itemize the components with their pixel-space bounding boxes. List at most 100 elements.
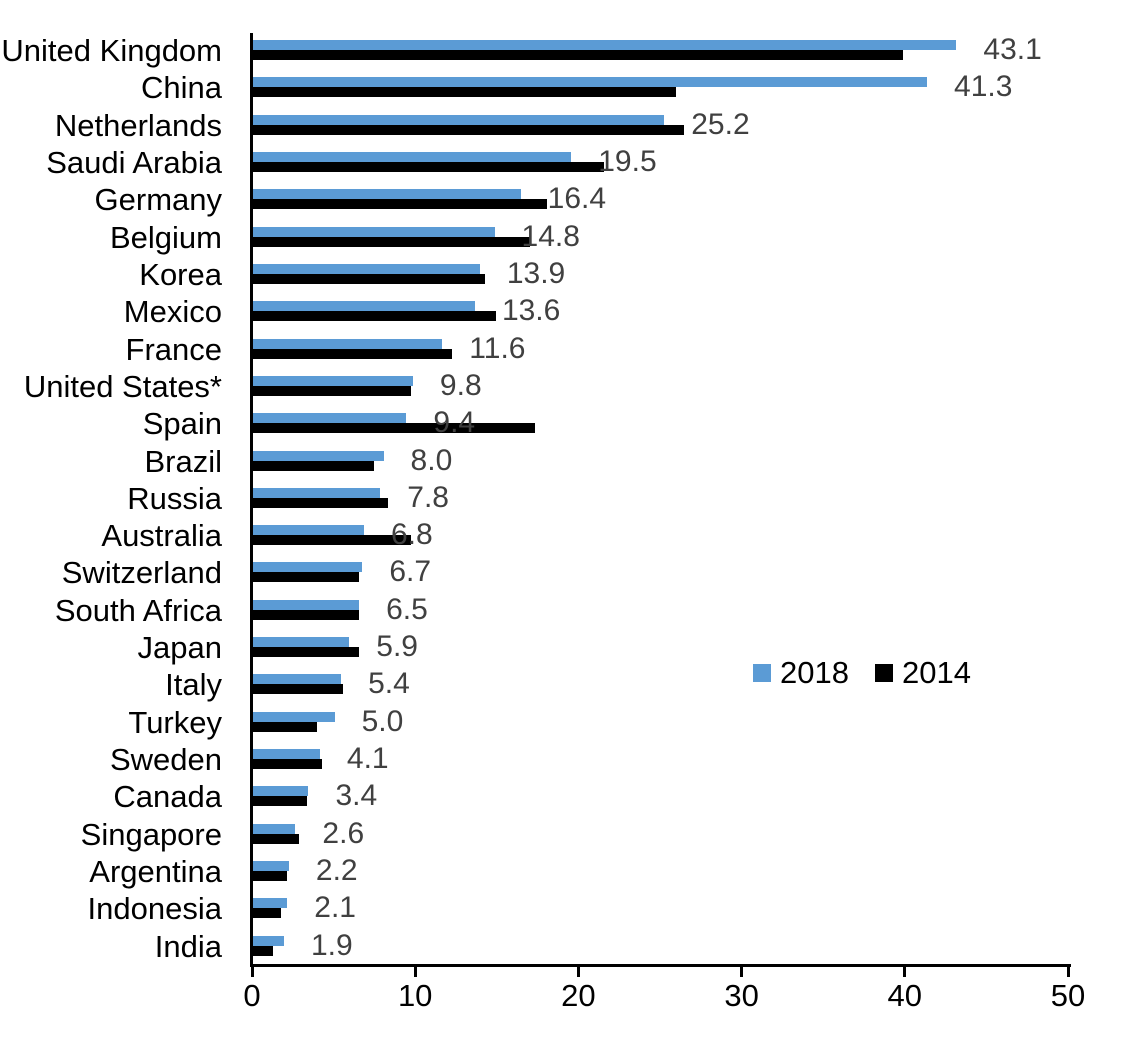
bar-2014 xyxy=(253,497,389,508)
bar-2018 xyxy=(253,226,495,237)
category-label: Belgium xyxy=(110,219,222,255)
category-label: Switzerland xyxy=(61,555,222,591)
value-label: 16.4 xyxy=(547,182,607,216)
bar-2014 xyxy=(253,609,360,620)
bar-2014 xyxy=(253,647,360,658)
bar-2018 xyxy=(253,562,363,573)
bar-2018 xyxy=(253,525,364,536)
bar-2014 xyxy=(253,199,547,210)
value-label: 25.2 xyxy=(691,107,750,141)
category-label: Canada xyxy=(113,779,222,815)
value-label: 5.9 xyxy=(376,630,418,664)
value-label: 41.3 xyxy=(954,70,1013,104)
bar-2018 xyxy=(253,786,309,797)
value-label: 5.4 xyxy=(368,667,410,701)
value-label: 13.9 xyxy=(506,256,566,290)
bar-2014 xyxy=(253,759,322,770)
category-label: United States* xyxy=(23,368,222,404)
value-label: 11.6 xyxy=(469,331,526,365)
bar-2014 xyxy=(253,423,536,434)
value-label: 2.1 xyxy=(314,891,356,925)
y-axis-line xyxy=(250,33,253,967)
category-label: Japan xyxy=(137,630,222,666)
bar-2014 xyxy=(253,87,676,98)
value-label: 2.6 xyxy=(322,816,365,850)
bar-2018 xyxy=(253,375,413,386)
x-axis-tick-label: 50 xyxy=(1050,978,1086,1013)
legend-label-2018: 2018 xyxy=(780,655,849,690)
category-label: Australia xyxy=(101,518,222,554)
x-axis-tick xyxy=(903,967,907,977)
bar-2014 xyxy=(253,311,497,322)
category-label: Korea xyxy=(139,256,222,292)
bar-2018 xyxy=(253,338,443,349)
category-label: South Africa xyxy=(54,592,222,628)
bar-2018 xyxy=(253,637,350,648)
value-label: 6.8 xyxy=(390,518,433,552)
bar-2014 xyxy=(253,833,299,844)
category-label: Mexico xyxy=(123,294,222,330)
value-label: 13.6 xyxy=(501,294,561,328)
category-label: Italy xyxy=(165,667,222,703)
value-label: 1.9 xyxy=(311,928,353,962)
value-label: 9.4 xyxy=(433,406,476,440)
value-label: 9.8 xyxy=(439,368,482,402)
bar-2018 xyxy=(253,263,480,274)
bar-2014 xyxy=(253,908,281,919)
category-label: Saudi Arabia xyxy=(46,144,222,180)
x-axis-tick-label: 10 xyxy=(397,978,433,1013)
bar-2014 xyxy=(253,721,317,732)
bar-2018 xyxy=(253,450,384,461)
x-axis-line xyxy=(250,964,1071,967)
legend-item-2018: 2018 xyxy=(753,656,849,690)
category-label: Spain xyxy=(142,406,222,442)
category-label: Turkey xyxy=(128,704,222,740)
bar-2018 xyxy=(253,599,360,610)
x-axis-tick-label: 0 xyxy=(243,978,261,1013)
value-label: 3.4 xyxy=(335,779,378,813)
bar-2018 xyxy=(253,898,288,909)
category-label: Germany xyxy=(94,182,222,218)
value-label: 2.2 xyxy=(315,854,358,888)
legend-item-2014: 2014 xyxy=(874,655,971,690)
bar-2018 xyxy=(253,151,572,162)
x-axis-tick xyxy=(740,967,744,977)
bar-2014 xyxy=(253,348,453,359)
category-label: Indonesia xyxy=(87,891,222,927)
value-label: 6.7 xyxy=(389,555,432,589)
bar-2014 xyxy=(253,945,273,956)
value-label: 5.0 xyxy=(361,704,404,738)
bar-2018 xyxy=(253,77,928,88)
bar-2018 xyxy=(253,861,289,872)
legend: 2018 2014 xyxy=(753,656,971,690)
value-label: 8.0 xyxy=(410,443,453,477)
x-axis-tick-label: 30 xyxy=(724,978,759,1013)
x-axis-tick xyxy=(250,967,254,977)
bar-2014 xyxy=(253,796,307,807)
bar-2014 xyxy=(253,236,531,247)
category-label: Sweden xyxy=(109,742,222,778)
x-axis-tick-label: 20 xyxy=(561,978,596,1013)
bar-2014 xyxy=(253,385,412,396)
category-label: France xyxy=(125,331,222,367)
bar-2014 xyxy=(253,124,684,135)
bar-2018 xyxy=(253,114,665,125)
category-label: Brazil xyxy=(144,443,222,479)
bar-2014 xyxy=(253,273,485,284)
x-axis-tick xyxy=(576,967,580,977)
bar-2018 xyxy=(253,674,342,685)
x-axis-tick-label: 40 xyxy=(887,978,923,1013)
bar-2014 xyxy=(253,460,374,471)
x-axis-tick xyxy=(1066,967,1070,977)
bar-2018 xyxy=(253,823,296,834)
value-label: 6.5 xyxy=(386,592,428,626)
category-label: India xyxy=(154,928,222,964)
legend-label-2014: 2014 xyxy=(901,655,971,690)
x-axis-tick xyxy=(413,967,417,977)
category-label: China xyxy=(141,70,222,106)
bar-2018 xyxy=(253,40,957,50)
bar-2014 xyxy=(253,871,288,882)
category-label: Russia xyxy=(127,480,222,516)
bar-2014 xyxy=(253,684,343,695)
